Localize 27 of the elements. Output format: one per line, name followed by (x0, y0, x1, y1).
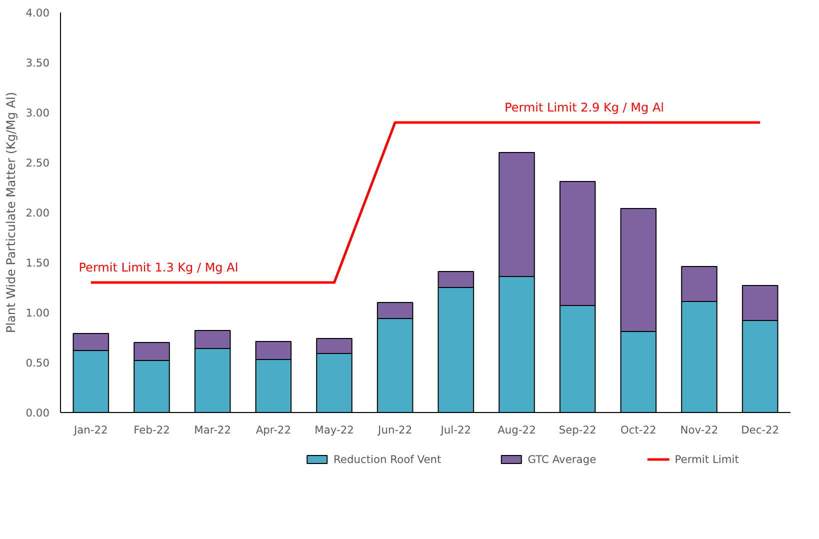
y-tick-label: 0.00 (26, 406, 50, 420)
y-tick-label: 2.00 (26, 206, 50, 220)
y-tick-label: 0.50 (26, 356, 50, 370)
legend-label: GTC Average (528, 453, 596, 466)
x-tick-label: Feb-22 (134, 424, 170, 436)
x-tick-label: Sep-22 (558, 424, 596, 436)
x-tick-label: May-22 (314, 424, 354, 436)
x-tick-label: Jun-22 (377, 424, 412, 436)
x-tick-label: Jan-22 (73, 424, 108, 436)
y-tick-label: 1.00 (26, 306, 50, 320)
x-tick-label: Nov-22 (680, 424, 718, 436)
legend-label: Reduction Roof Vent (334, 453, 442, 466)
annotation: Permit Limit 1.3 Kg / Mg Al (78, 260, 238, 274)
x-tick-label: Jul-22 (440, 424, 472, 436)
y-tick-label: 1.50 (26, 256, 50, 270)
y-tick-label: 4.00 (26, 6, 50, 20)
x-tick-label: Mar-22 (194, 424, 232, 436)
annotation: Permit Limit 2.9 Kg / Mg Al (504, 100, 664, 114)
y-tick-label: 2.50 (26, 156, 50, 170)
x-tick-label: Oct-22 (620, 424, 656, 436)
y-axis-title: Plant Wide Particulate Matter (Kg/Mg Al) (4, 92, 18, 334)
x-tick-label: Dec-22 (741, 424, 780, 436)
legend-label: Permit Limit (674, 453, 739, 466)
x-tick-label: Apr-22 (256, 424, 292, 436)
y-tick-label: 3.50 (26, 56, 50, 70)
x-tick-label: Aug-22 (498, 424, 536, 436)
y-tick-label: 3.00 (26, 106, 50, 120)
